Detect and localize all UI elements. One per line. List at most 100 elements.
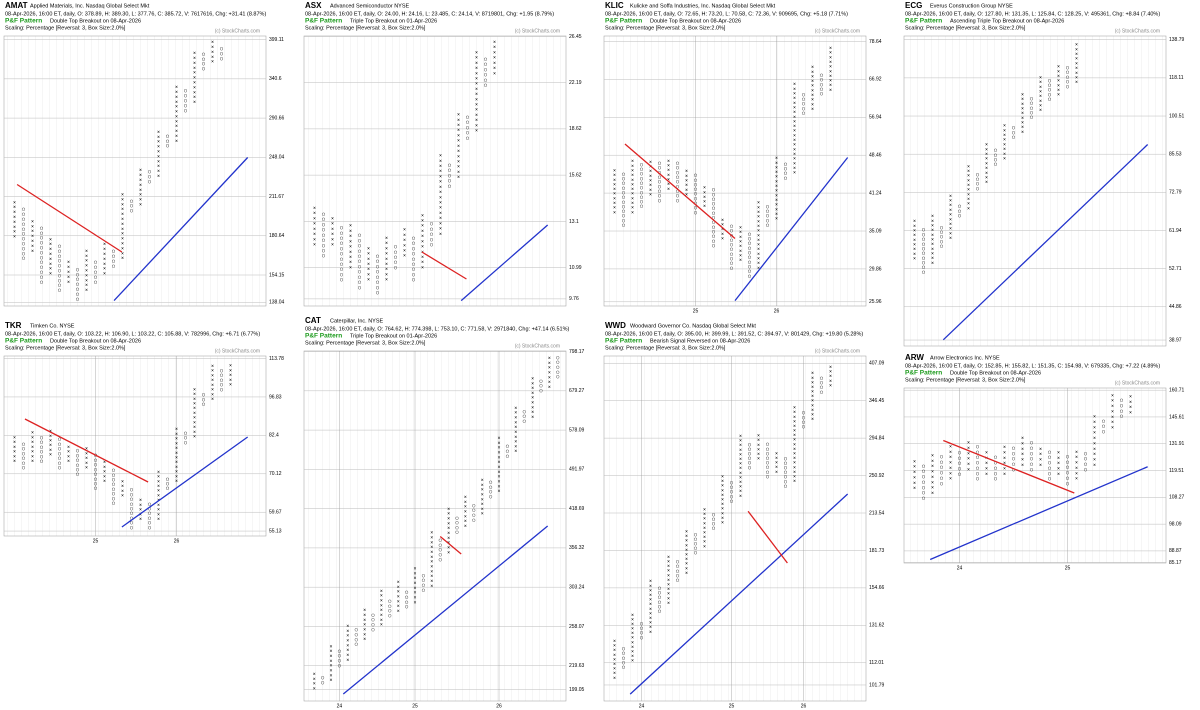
pnf-column: ××××××××××× — [811, 371, 814, 423]
o-box: ○ — [322, 232, 325, 238]
x-box: × — [649, 606, 652, 612]
o-box: ○ — [676, 184, 679, 190]
x-box: × — [121, 226, 124, 232]
x-box: × — [703, 512, 706, 518]
o-box: ○ — [58, 288, 61, 294]
pnf-column: ○○○○○○○○ — [766, 442, 769, 480]
o-box: ○ — [622, 181, 625, 187]
o-box: ○ — [922, 260, 925, 266]
o-box: ○ — [466, 120, 469, 126]
o-box: ○ — [748, 465, 751, 471]
y-tick-label: 25.96 — [869, 299, 882, 305]
o-box: ○ — [658, 599, 661, 605]
o-box: ○ — [76, 267, 79, 273]
o-box: ○ — [130, 487, 133, 493]
o-box: ○ — [322, 253, 325, 259]
o-box: ○ — [766, 204, 769, 210]
o-box: ○ — [376, 290, 379, 296]
pattern: Triple Top Breakout on 01-Apr-2026 — [350, 18, 437, 24]
y-tick-label: 119.51 — [1169, 468, 1184, 474]
o-box: ○ — [976, 172, 979, 178]
x-box: × — [703, 544, 706, 550]
x-box: × — [349, 265, 352, 271]
o-box: ○ — [94, 457, 97, 463]
o-box: ○ — [166, 143, 169, 149]
pnf-column: ×××××× — [757, 433, 760, 462]
o-box: ○ — [40, 245, 43, 251]
x-box: × — [1075, 75, 1078, 81]
o-box: ○ — [58, 268, 61, 274]
x-box: × — [103, 460, 106, 466]
x-box: × — [531, 395, 534, 401]
o-box: ○ — [658, 165, 661, 171]
o-box: ○ — [802, 410, 805, 416]
o-box: ○ — [622, 213, 625, 219]
pnf-column: ××××××× — [493, 40, 496, 77]
pnf-column: ×××××××× — [1039, 75, 1042, 114]
x-box: × — [157, 479, 160, 485]
o-box: ○ — [94, 265, 97, 271]
o-box: ○ — [976, 186, 979, 192]
x-box: × — [175, 431, 178, 437]
x-box: × — [175, 479, 178, 485]
o-box: ○ — [712, 526, 715, 532]
pnf-column: ×××××××× — [211, 363, 214, 402]
o-box: ○ — [1030, 101, 1033, 107]
x-box: × — [667, 177, 670, 183]
x-box: × — [757, 214, 760, 220]
o-box: ○ — [712, 220, 715, 226]
x-box: × — [829, 378, 832, 384]
o-box: ○ — [1012, 134, 1015, 140]
o-box: ○ — [1066, 70, 1069, 76]
pnf-column: ×××××× — [1003, 445, 1006, 478]
pnf-column: ○○○○ — [489, 480, 492, 500]
x-box: × — [346, 648, 349, 654]
x-box: × — [157, 474, 160, 480]
o-box: ○ — [748, 460, 751, 466]
x-box: × — [346, 624, 349, 630]
x-box: × — [757, 265, 760, 271]
pnf-column: ○○ — [321, 675, 324, 686]
x-box: × — [103, 261, 106, 267]
pnf-column: ○○○○○ — [1012, 445, 1015, 472]
x-box: × — [913, 242, 916, 248]
pnf-column: ○○○○○ — [694, 532, 697, 556]
x-box: × — [497, 445, 500, 451]
o-box: ○ — [322, 248, 325, 254]
x-box: × — [931, 491, 934, 497]
x-box: × — [631, 658, 634, 664]
x-box: × — [775, 207, 778, 213]
x-box: × — [721, 483, 724, 489]
o-box: ○ — [958, 466, 961, 472]
o-box: ○ — [958, 461, 961, 467]
x-box: × — [439, 200, 442, 206]
x-box: × — [349, 244, 352, 250]
o-box: ○ — [22, 456, 25, 462]
o-box: ○ — [394, 265, 397, 271]
x-box: × — [931, 256, 934, 262]
y-tick-label: 578.09 — [569, 427, 585, 433]
o-box: ○ — [22, 221, 25, 227]
x-box: × — [613, 671, 616, 677]
x-box: × — [811, 394, 814, 400]
o-box: ○ — [448, 178, 451, 184]
x-box: × — [631, 635, 634, 641]
x-box: × — [931, 251, 934, 257]
x-box: × — [413, 571, 416, 577]
x-box: × — [829, 73, 832, 79]
x-box: × — [548, 380, 551, 386]
quote: 08-Apr-2026, 16:00 ET, daily, O: 764.62,… — [305, 326, 569, 332]
o-box: ○ — [130, 515, 133, 521]
y-tick-label: 250.92 — [869, 473, 885, 479]
y-tick-label: 340.6 — [269, 76, 282, 82]
x-box: × — [1057, 450, 1060, 456]
o-box: ○ — [355, 637, 358, 643]
trend-line — [629, 493, 849, 695]
x-box: × — [531, 376, 534, 382]
x-box: × — [121, 192, 124, 198]
x-box: × — [1003, 133, 1006, 139]
x-box: × — [493, 45, 496, 51]
x-box: × — [497, 460, 500, 466]
scaling: Scaling: Percentage [Reversal: 3, Box Si… — [905, 377, 1026, 383]
o-box: ○ — [622, 651, 625, 657]
